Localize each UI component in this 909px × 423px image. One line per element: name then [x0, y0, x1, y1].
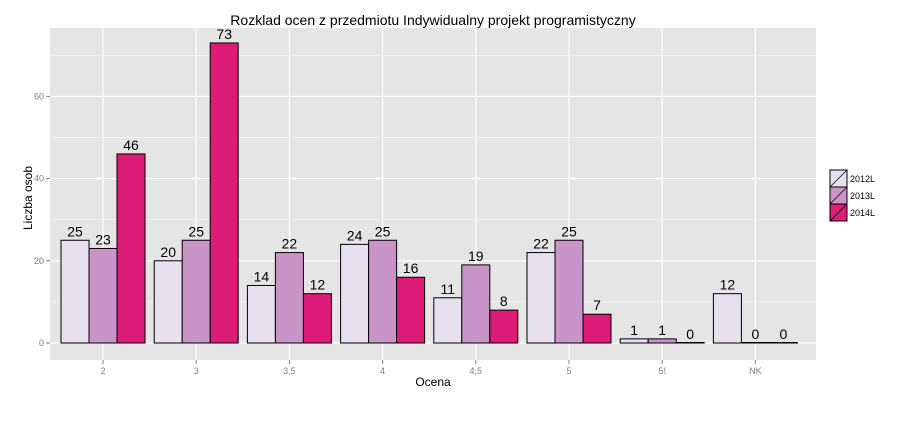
bar-2013L-4,5 [461, 264, 491, 344]
bar-2013L-3 [181, 239, 211, 344]
bar-value-label: 73 [216, 26, 232, 42]
bar-value-label: 25 [375, 223, 391, 239]
legend-key-slash [829, 169, 848, 188]
bar-2014L-NK [768, 342, 798, 344]
legend-key-slash [829, 203, 848, 222]
bar-2012L-2 [60, 239, 90, 344]
bar-2012L-4 [340, 243, 370, 344]
bar-value-label: 12 [720, 277, 736, 293]
y-tick-label: 60 [34, 91, 44, 101]
y-axis-label: Liczba osob [21, 166, 35, 230]
y-tick-label: 40 [34, 174, 44, 184]
bar-value-label: 25 [561, 223, 577, 239]
bar-value-label: 14 [254, 268, 270, 284]
x-tick-label: NK [749, 366, 762, 376]
legend-item-2014L: 2014L [829, 203, 875, 222]
bar-2014L-5 [582, 313, 612, 344]
legend-label: 2013L [850, 191, 875, 201]
bar-2014L-4 [396, 276, 426, 344]
bar-2014L-3,5 [302, 293, 332, 344]
bar-2013L-5! [647, 338, 677, 344]
legend: 2012L 2013L 2014L [829, 169, 875, 222]
legend-label: 2014L [850, 208, 875, 218]
bar-2012L-4,5 [433, 297, 463, 344]
bar-2013L-2 [88, 247, 118, 344]
bar-2013L-4 [368, 239, 398, 344]
x-tick-label: 4,5 [470, 366, 483, 376]
legend-key-slash [829, 186, 848, 205]
bar-value-label: 23 [95, 231, 111, 247]
bar-2012L-5! [619, 338, 649, 344]
legend-item-2013L: 2013L [829, 186, 875, 205]
bar-value-label: 24 [347, 227, 363, 243]
bar-value-label: 12 [310, 277, 326, 293]
bar-value-label: 1 [630, 322, 638, 338]
chart-title: Rozklad ocen z przedmiotu Indywidualny p… [230, 12, 635, 28]
bar-2014L-5! [675, 342, 705, 344]
bar-value-label: 25 [188, 223, 204, 239]
bar-value-label: 0 [686, 326, 694, 342]
x-tick-label: 3 [194, 366, 199, 376]
x-tick-label: 2 [100, 366, 105, 376]
bar-value-label: 22 [282, 236, 298, 252]
x-tick-label: 4 [380, 366, 385, 376]
bar-value-label: 0 [752, 326, 760, 342]
y-tick-label: 0 [39, 338, 44, 348]
x-tick-label: 3,5 [283, 366, 296, 376]
bar-value-label: 22 [533, 236, 549, 252]
bar-value-label: 46 [123, 137, 139, 153]
x-tick-label: 5 [566, 366, 571, 376]
bar-2012L-NK [712, 293, 742, 344]
bar-2014L-3 [209, 42, 239, 344]
bar-value-label: 16 [403, 260, 419, 276]
bar-2012L-5 [526, 252, 556, 344]
bar-2013L-3,5 [274, 252, 304, 344]
bar-2013L-NK [740, 342, 770, 344]
bars [60, 42, 798, 344]
bar-value-label: 0 [780, 326, 788, 342]
bar-2014L-4,5 [489, 309, 519, 344]
bar-value-label: 1 [658, 322, 666, 338]
bar-2014L-2 [116, 153, 146, 344]
bar-value-label: 25 [67, 223, 83, 239]
legend-label: 2012L [850, 174, 875, 184]
bar-value-label: 7 [593, 297, 601, 313]
bar-value-label: 8 [500, 293, 508, 309]
bar-value-label: 11 [441, 281, 456, 297]
bar-value-label: 20 [160, 244, 176, 260]
x-axis-ticks: 2 3 3,5 4 4,5 5 5! NK [100, 360, 762, 376]
legend-item-2012L: 2012L [829, 169, 875, 188]
bar-value-label: 19 [468, 248, 484, 264]
bar-2012L-3,5 [246, 284, 276, 344]
x-tick-label: 5! [658, 366, 666, 376]
bar-2013L-5 [554, 239, 584, 344]
y-axis-ticks: 0 20 40 60 [34, 91, 50, 348]
bar-2012L-3 [153, 260, 183, 344]
y-tick-label: 20 [34, 256, 44, 266]
x-axis-label: Ocena [415, 375, 451, 389]
